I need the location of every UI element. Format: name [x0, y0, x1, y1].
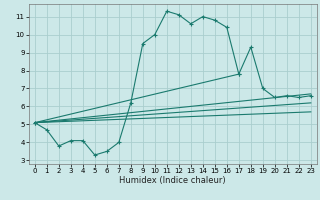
X-axis label: Humidex (Indice chaleur): Humidex (Indice chaleur) [119, 176, 226, 185]
